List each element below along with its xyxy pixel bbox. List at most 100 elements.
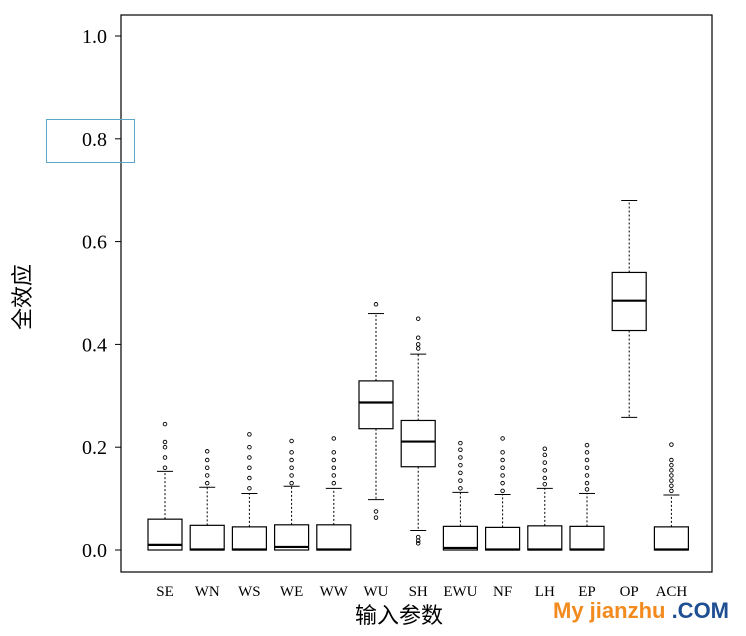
iqr-box <box>442 525 478 551</box>
outlier-point <box>247 432 252 437</box>
x-tick-label: NF <box>493 584 512 600</box>
outlier-point <box>415 316 421 321</box>
y-tick-label: 0.6 <box>82 232 107 254</box>
outlier-point <box>458 486 463 491</box>
box-ep <box>569 442 605 551</box>
x-tick-label: WE <box>280 584 303 600</box>
outlier-point <box>500 473 505 478</box>
y-tick-label: 0.8 <box>82 129 107 151</box>
box-ach <box>653 442 690 551</box>
x-tick-label: OP <box>620 584 639 600</box>
outlier-point <box>669 478 674 483</box>
outlier-point <box>247 486 252 491</box>
outlier-point <box>247 475 252 481</box>
outlier-point <box>373 509 379 514</box>
outlier-point <box>415 534 421 540</box>
outlier-point <box>373 302 379 307</box>
outlier-point <box>500 457 505 463</box>
outlier-point <box>584 487 590 492</box>
outlier-point <box>458 455 463 460</box>
outlier-point <box>331 450 337 455</box>
outlier-point <box>289 450 294 455</box>
outlier-point <box>584 442 590 448</box>
outlier-point <box>204 449 210 454</box>
box-ewu <box>442 440 478 551</box>
outlier-point <box>331 480 337 486</box>
outlier-point <box>500 450 505 455</box>
x-tick-label: EP <box>578 584 596 600</box>
iqr-box <box>653 526 690 551</box>
box-ww <box>316 436 352 551</box>
outlier-point <box>500 465 505 471</box>
outlier-point <box>500 480 505 486</box>
iqr-box <box>189 524 225 551</box>
outlier-point <box>542 446 548 451</box>
outlier-point <box>204 473 210 478</box>
plot-frame <box>120 14 713 573</box>
outlier-point <box>458 470 463 476</box>
box-se <box>147 421 183 551</box>
y-axis: 0.0 0.2 0.4 0.6 0.8 1.0 <box>82 26 121 562</box>
outlier-point <box>204 465 210 471</box>
outlier-point <box>458 478 463 483</box>
x-tick-label: ACH <box>656 584 688 600</box>
outlier-point <box>669 488 674 494</box>
outlier-point <box>458 462 463 468</box>
x-tick-label: WW <box>320 584 349 600</box>
outlier-point <box>373 515 379 520</box>
y-tick-label: 1.0 <box>82 26 107 48</box>
outlier-point <box>669 442 674 447</box>
x-tick-label: WN <box>195 584 220 600</box>
outlier-point <box>415 346 421 351</box>
box-op <box>611 199 647 418</box>
iqr-box <box>400 419 436 468</box>
outlier-point <box>289 473 294 478</box>
outlier-point <box>415 538 421 543</box>
outlier-point <box>669 468 674 473</box>
outlier-point <box>542 481 548 487</box>
outlier-point <box>669 483 674 489</box>
outlier-point <box>247 455 252 460</box>
outlier-point <box>289 438 294 444</box>
x-axis: SE WN WS WE WW WU SH EWU NF LH EP OP ACH <box>156 584 687 600</box>
outlier-point <box>204 480 210 486</box>
box-we <box>274 438 310 551</box>
outlier-point <box>331 473 337 478</box>
outlier-point <box>415 342 421 347</box>
outlier-point <box>247 444 252 450</box>
outlier-point <box>542 475 548 481</box>
outlier-point <box>289 465 294 471</box>
outlier-point <box>331 436 337 441</box>
outlier-point <box>162 455 168 460</box>
x-tick-label: WU <box>364 584 389 600</box>
highlight-box <box>46 119 135 163</box>
x-axis-label: 输入参数 <box>355 603 443 628</box>
iqr-box <box>527 525 563 551</box>
box-nf <box>485 436 521 551</box>
outlier-point <box>542 468 548 473</box>
outlier-point <box>458 440 463 446</box>
x-tick-label: EWU <box>443 584 477 600</box>
box-ws <box>231 432 267 551</box>
y-axis-label: 全效应 <box>10 264 35 330</box>
outlier-point <box>204 457 210 463</box>
y-tick-label: 0.2 <box>82 437 107 459</box>
outlier-point <box>500 436 505 441</box>
box-series <box>147 199 690 551</box>
outlier-point <box>669 473 674 478</box>
outlier-point <box>458 447 463 453</box>
box-lh <box>527 446 563 551</box>
box-wu <box>358 302 394 520</box>
outlier-point <box>669 457 674 463</box>
iqr-box <box>274 524 310 551</box>
outlier-point <box>542 452 548 458</box>
outlier-point <box>162 444 168 450</box>
x-tick-label: SH <box>409 584 428 600</box>
outlier-point <box>289 457 294 463</box>
box-sh <box>400 316 436 546</box>
outlier-point <box>584 450 590 455</box>
outlier-point <box>289 480 294 486</box>
outlier-point <box>584 473 590 478</box>
x-tick-label: WS <box>238 584 261 600</box>
